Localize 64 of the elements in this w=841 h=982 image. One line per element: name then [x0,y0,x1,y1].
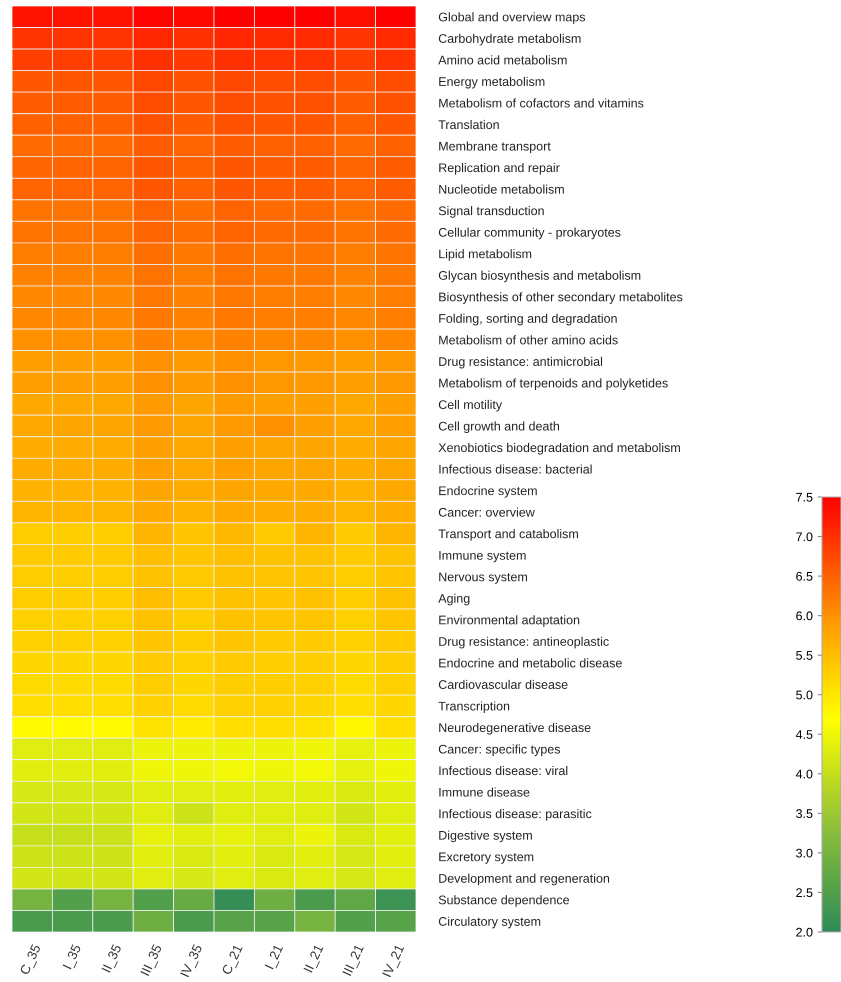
y-tick-label: Transcription [438,701,510,714]
x-tick-label: II_35 [101,944,124,974]
y-tick-label: Metabolism of other amino acids [439,335,618,344]
y-tick-label: Cell motility [438,400,502,412]
y-tick-label: Glycan biosynthesis and metabolism [438,270,640,282]
y-tick-label: Energy metabolism [439,76,544,88]
y-tick-label: Signal transduction [438,206,544,218]
color-bar-label: 4.0 [796,770,812,778]
color-bar-label: 2.5 [796,888,812,898]
y-tick-label: Infectious disease: parasitic [439,809,592,821]
y-tick-label: Folding, sorting and degradation [439,314,617,326]
y-tick-label: Amino acid metabolism [438,55,567,64]
color-bar-label: 6.5 [796,572,812,581]
y-tick-label: Aging [438,594,470,606]
y-tick-label: Cardiovascular disease [438,680,568,689]
x-tick-label: I_21 [264,944,286,970]
y-tick-label: Endocrine and metabolic disease [439,658,622,668]
color-bar-label: 5.0 [796,690,812,700]
color-bar-label: 7.0 [796,532,812,542]
y-tick-label: Carbohydrate metabolism [438,34,581,46]
color-bar-label: 5.5 [796,651,812,660]
x-tick-label: III_21 [342,944,366,978]
color-bar-label: 3.0 [796,848,812,858]
y-tick-label: Substance dependence [438,895,570,907]
x-tick-label: I_35 [62,944,84,970]
y-tick-label: Drug resistance: antineoplastic [439,636,609,648]
y-tick-label: Cancer: overview [438,508,535,517]
x-tick-label: III_35 [140,944,164,978]
color-bar-label: 2.0 [796,928,812,937]
y-tick-label: Infectious disease: bacterial [439,464,592,474]
y-tick-label: Membrane transport [439,141,551,154]
x-tick-label: C_35 [19,944,44,976]
y-tick-label: Nucleotide metabolism [439,184,564,194]
y-tick-label: Replication and repair [439,162,560,175]
color-bar-label: 6.0 [796,611,812,620]
y-tick-label: Global and overview maps [438,12,586,24]
y-tick-label: Translation [438,120,499,130]
y-tick-label: Immune disease [439,787,530,797]
y-tick-label: Lipid metabolism [439,249,532,261]
y-tick-label: Xenobiotics biodegradation and metabolism [438,442,680,455]
y-tick-label: Neurodegenerative disease [439,722,591,735]
y-tick-label: Biosynthesis of other secondary metabolites [439,292,682,304]
y-tick-label: Excretory system [439,852,534,864]
y-tick-label: Transport and catabolism [438,529,578,541]
y-tick-label: Drug resistance: antimicrobial [439,356,602,368]
y-tick-label: Metabolism of terpenoids and polyketides [439,378,668,390]
y-tick-label: Cellular community - prokaryotes [438,228,620,240]
y-tick-label: Nervous system [439,572,528,584]
color-bar-label: 3.5 [796,809,812,818]
y-tick-label: Metabolism of cofactors and vitamins [439,98,644,108]
x-tick-label: II_21 [303,944,326,974]
y-tick-label: Immune system [439,551,526,562]
y-tick-label: Development and regeneration [439,874,610,886]
x-tick-label: C_21 [221,944,245,976]
color-bar-label: 4.5 [796,730,812,739]
y-tick-label: Environmental adaptation [439,615,580,627]
x-tick-label: IV_35 [180,944,205,978]
y-tick-label: Infectious disease: viral [439,766,568,776]
color-bar-label: 7.5 [796,492,812,502]
y-tick-label: Cancer: specific types [438,744,560,756]
y-tick-label: Circulatory system [438,916,540,928]
y-tick-label: Digestive system [439,830,532,842]
y-tick-label: Endocrine system [439,486,537,498]
y-tick-label: Cell growth and death [438,421,560,434]
